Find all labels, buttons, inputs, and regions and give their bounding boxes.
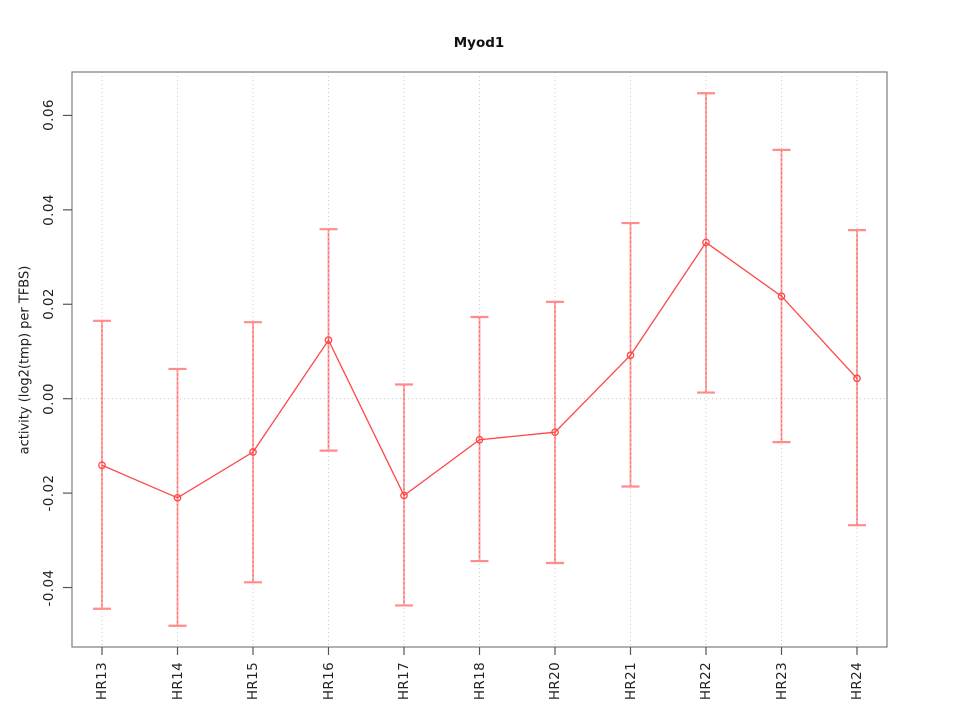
x-tick-label: HR15 — [245, 661, 261, 701]
data-point — [400, 491, 408, 500]
data-point — [324, 336, 333, 344]
x-tick-label: HR16 — [320, 661, 337, 701]
x-tick-label: HR22 — [698, 661, 714, 701]
data-point — [777, 292, 786, 301]
data-point — [853, 374, 861, 383]
data-point — [173, 493, 182, 502]
chart-title: Myod1 — [453, 35, 505, 51]
y-tick-label: 0.02 — [41, 288, 57, 321]
data-point — [249, 448, 257, 456]
data-line — [101, 241, 858, 499]
x-tick-label: HR23 — [773, 661, 790, 701]
x-tick-label: HR24 — [849, 661, 865, 701]
y-tick-label: 0.04 — [41, 194, 57, 226]
x-tick-label: HR17 — [396, 661, 412, 701]
y-tick-label: -0.04 — [41, 569, 57, 606]
x-tick-label: HR13 — [94, 661, 110, 701]
x-tick-label: HR14 — [169, 661, 186, 701]
data-point — [98, 461, 106, 470]
x-tick-label: HR18 — [471, 661, 488, 701]
x-tick-label: HR21 — [622, 661, 639, 701]
x-tick-label: HR20 — [547, 661, 563, 701]
data-point — [475, 435, 484, 444]
y-tick-label: 0.00 — [41, 382, 57, 415]
y-tick-label: 0.06 — [41, 99, 57, 132]
data-point — [626, 351, 635, 360]
data-point — [702, 238, 710, 247]
y-tick-label: -0.02 — [41, 474, 57, 512]
plot-group — [63, 71, 888, 655]
data-point — [551, 428, 559, 437]
